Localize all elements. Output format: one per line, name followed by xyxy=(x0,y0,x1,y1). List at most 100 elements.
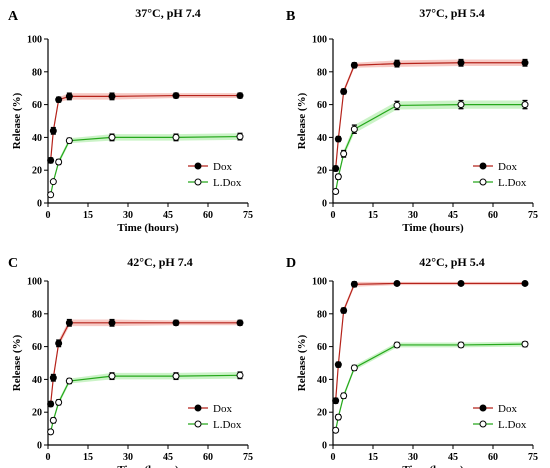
y-tick-label: 60 xyxy=(32,100,42,111)
series-ldox xyxy=(47,132,244,199)
x-axis-label: Time (hours) xyxy=(402,464,464,468)
series-ldox-point xyxy=(521,340,529,348)
y-tick-label: 0 xyxy=(322,199,327,210)
series-ldox-point xyxy=(334,413,342,421)
y-tick-label: 0 xyxy=(37,199,42,210)
y-tick-label: 20 xyxy=(317,408,327,419)
series-ldox-point xyxy=(350,364,358,372)
series-dox xyxy=(47,92,244,164)
series-dox-point xyxy=(172,92,180,100)
y-axis-label: Release (%) xyxy=(11,334,23,391)
legend-marker xyxy=(479,162,487,170)
series-dox-point xyxy=(47,400,55,408)
y-tick-label: 100 xyxy=(312,277,327,288)
y-tick-label: 60 xyxy=(317,100,327,111)
series-ldox-point xyxy=(65,377,73,385)
series-ldox-error-band xyxy=(335,100,525,194)
panel-title: 42°C, pH 7.4 xyxy=(127,255,192,269)
series-ldox-line xyxy=(335,103,525,192)
series-dox-point xyxy=(332,165,340,173)
y-tick-label: 40 xyxy=(32,133,42,144)
legend-label: L.Dox xyxy=(498,419,527,431)
series-ldox-error-band xyxy=(50,133,240,197)
series-dox-point xyxy=(236,92,244,100)
x-axis-label: Time (hours) xyxy=(402,222,464,234)
series-ldox-point xyxy=(340,150,348,158)
series-ldox-point xyxy=(393,341,401,349)
series-dox-point xyxy=(393,279,401,287)
legend-item-dox: Dox xyxy=(473,161,517,173)
x-tick-label: 0 xyxy=(331,452,336,463)
series-ldox-point xyxy=(65,137,73,145)
y-tick-label: 0 xyxy=(322,441,327,452)
series-ldox-line xyxy=(50,135,241,195)
legend-item-ldox: L.Dox xyxy=(188,419,242,431)
series-ldox-point xyxy=(55,398,63,406)
panel-title: 37°C, pH 7.4 xyxy=(135,6,200,20)
series-dox-point xyxy=(340,87,348,95)
x-tick-label: 0 xyxy=(331,210,336,221)
series-ldox-point xyxy=(236,371,244,379)
legend-marker xyxy=(479,420,487,428)
y-tick-label: 20 xyxy=(317,166,327,177)
series-dox-point xyxy=(350,61,358,69)
series-ldox-point xyxy=(393,101,401,109)
x-tick-label: 60 xyxy=(488,210,498,221)
series-ldox-point xyxy=(236,133,244,141)
series-ldox xyxy=(47,371,244,436)
y-tick-label: 60 xyxy=(317,342,327,353)
series-dox-error-band xyxy=(50,319,240,407)
panel-letter: D xyxy=(286,256,296,271)
legend-label: L.Dox xyxy=(213,419,242,431)
legend-item-ldox: L.Dox xyxy=(473,177,527,189)
y-tick-label: 0 xyxy=(37,441,42,452)
series-dox xyxy=(332,58,529,173)
legend-label: Dox xyxy=(213,161,232,173)
x-tick-label: 30 xyxy=(408,452,418,463)
series-dox-point xyxy=(332,397,340,405)
x-tick-label: 45 xyxy=(448,210,458,221)
series-ldox-point xyxy=(47,428,55,436)
panel-a: A 37°C, pH 7.4 0 20 40 60 80 100 0 15 30 45 60 75 Time… xyxy=(8,6,253,234)
x-tick-label: 15 xyxy=(368,210,378,221)
series-dox-point xyxy=(172,319,180,327)
legend-marker xyxy=(194,178,202,186)
series-dox-line xyxy=(335,62,525,169)
panel-c: C 42°C, pH 7.4 0 20 40 60 80 100 0 15 30 45 60 75 Time… xyxy=(8,255,253,468)
series-ldox-point xyxy=(108,372,116,380)
series-ldox-point xyxy=(332,188,340,196)
series-ldox-point xyxy=(47,191,55,199)
series-dox-point xyxy=(55,96,63,104)
series-ldox-line xyxy=(335,343,526,431)
series-dox-point xyxy=(65,319,73,327)
series-dox-point xyxy=(521,59,529,67)
series-ldox-point xyxy=(332,426,340,434)
y-tick-label: 100 xyxy=(312,35,327,46)
y-axis-label: Release (%) xyxy=(296,334,308,391)
series-ldox-point xyxy=(521,101,529,109)
panel-d: D 42°C, pH 5.4 0 20 40 60 80 100 0 15 30 45 60 75 Time… xyxy=(286,255,538,468)
series-ldox-point xyxy=(49,178,57,186)
series-dox-point xyxy=(457,59,465,67)
x-tick-label: 15 xyxy=(368,452,378,463)
legend-marker xyxy=(194,162,202,170)
x-tick-label: 30 xyxy=(123,210,133,221)
legend-marker xyxy=(194,420,202,428)
y-tick-label: 100 xyxy=(27,277,42,288)
y-axis-label: Release (%) xyxy=(11,92,23,149)
y-tick-label: 80 xyxy=(317,67,327,78)
legend-label: Dox xyxy=(498,403,517,415)
x-tick-label: 45 xyxy=(448,452,458,463)
series-dox-line xyxy=(50,94,240,161)
panel-letter: C xyxy=(8,256,18,271)
series-ldox-point xyxy=(172,133,180,141)
legend-label: Dox xyxy=(498,161,517,173)
x-tick-label: 15 xyxy=(83,210,93,221)
series-dox-point xyxy=(49,374,57,382)
series-dox xyxy=(332,279,529,405)
y-tick-label: 40 xyxy=(317,375,327,386)
x-axis-label: Time (hours) xyxy=(117,464,179,468)
x-tick-label: 60 xyxy=(203,210,213,221)
series-dox-point xyxy=(108,319,116,327)
series-ldox-point xyxy=(340,392,348,400)
